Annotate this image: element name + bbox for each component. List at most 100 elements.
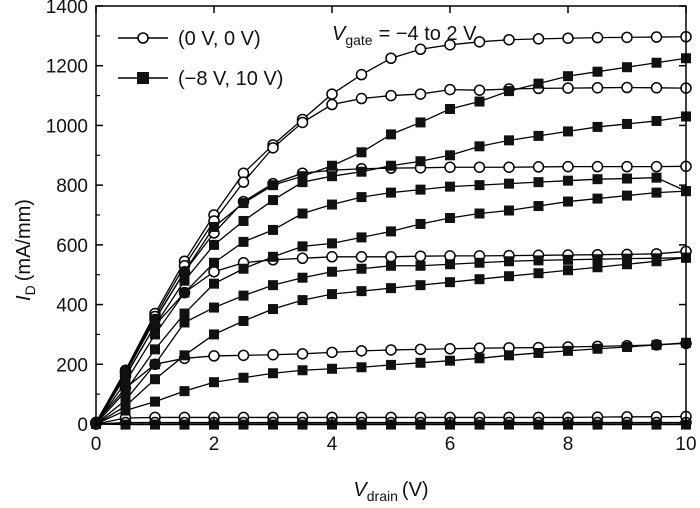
x-tick-label: 2 [209, 434, 220, 455]
data-point-circle [296, 252, 309, 265]
data-point-circle [650, 31, 663, 43]
data-point-square [445, 355, 455, 366]
data-point-circle [385, 89, 397, 102]
data-point-square [592, 343, 603, 354]
data-point-circle [444, 343, 456, 355]
data-point-circle [444, 39, 456, 51]
data-point-square [209, 257, 219, 268]
data-point-square [268, 224, 278, 235]
data-point-square [415, 357, 426, 368]
data-point-square [592, 66, 603, 77]
data-point-square [563, 265, 573, 276]
data-point-square [179, 350, 190, 361]
data-point-square [651, 115, 662, 126]
data-point-square [386, 160, 396, 171]
data-point-square [150, 359, 160, 370]
x-tick-label: 6 [445, 434, 456, 455]
data-point-square [622, 341, 632, 352]
data-point-square [445, 181, 455, 192]
data-point-square [563, 345, 573, 356]
data-point-square [592, 174, 603, 185]
data-point-square [120, 395, 131, 406]
data-point-circle [621, 160, 633, 173]
data-point-square [622, 253, 632, 264]
data-point-circle [444, 161, 456, 173]
data-point-square [386, 129, 396, 140]
data-point-circle [208, 350, 220, 362]
x-axis-label: Vdrain (V) [353, 479, 428, 504]
data-point-square [622, 118, 632, 129]
x-tick-label: 4 [327, 434, 338, 455]
data-point-square [209, 377, 219, 388]
data-point-square [297, 177, 308, 188]
data-point-square [592, 121, 603, 132]
data-point-circle [385, 344, 397, 356]
data-point-square [386, 226, 396, 237]
x-tick-label: 0 [91, 434, 102, 455]
data-point-square [327, 160, 337, 171]
data-point-square [651, 187, 662, 198]
data-point-circle [267, 142, 279, 154]
data-point-square [651, 339, 662, 350]
data-point-circle [355, 251, 368, 263]
data-point-square [504, 205, 514, 216]
series-12-square [91, 252, 691, 429]
data-point-circle [414, 43, 427, 56]
data-point-circle [650, 160, 663, 173]
data-point-square [297, 208, 308, 219]
data-point-square [356, 147, 367, 158]
data-point-square [150, 314, 160, 325]
data-point-square [356, 192, 367, 203]
data-point-square [386, 260, 396, 271]
data-point-square [238, 198, 249, 209]
data-point-square [120, 386, 131, 397]
data-point-circle [621, 81, 633, 94]
data-point-square [268, 280, 278, 291]
data-point-square [563, 196, 573, 207]
data-point-square [592, 262, 603, 273]
legend-square-icon [137, 72, 149, 84]
y-tick-label: 0 [77, 415, 88, 436]
data-point-square [120, 371, 131, 382]
data-point-square [386, 283, 396, 294]
data-point-square [297, 241, 308, 252]
data-point-square [533, 201, 544, 212]
y-tick-label: 1000 [46, 116, 88, 137]
data-point-square [504, 135, 514, 146]
data-point-square [533, 177, 544, 188]
data-point-circle [444, 83, 456, 96]
data-point-square [445, 259, 455, 270]
data-point-square [238, 315, 249, 326]
y-axis-label: ID(mA/mm) [13, 199, 38, 301]
data-point-square [651, 256, 662, 267]
data-point-square [209, 278, 219, 289]
data-point-square [327, 171, 337, 182]
data-point-square [474, 274, 485, 285]
data-point-square [504, 178, 514, 189]
data-point-square [179, 317, 190, 328]
data-point-circle [414, 88, 427, 100]
data-point-square [268, 304, 278, 315]
data-point-square [563, 175, 573, 186]
data-point-square [474, 208, 485, 219]
data-point-circle [296, 348, 309, 360]
data-point-circle [473, 84, 486, 96]
data-point-square [415, 218, 426, 229]
data-point-square [445, 277, 455, 288]
data-point-circle [591, 160, 604, 173]
series-7-square [91, 53, 691, 429]
data-point-circle [326, 98, 338, 111]
y-tick-label: 600 [56, 236, 88, 257]
axis-ticks: 0 2 4 6 8 10 0 200 400 600 800 1000 1200 1400 [46, 0, 697, 455]
data-point-square [268, 251, 278, 262]
data-point-circle [473, 36, 486, 48]
data-point-circle [326, 251, 338, 263]
legend-circle-icon [137, 32, 149, 44]
gate-voltage-annotation: Vgate = −4 to 2 V [332, 23, 477, 48]
data-point-circle [355, 345, 368, 357]
data-point-square [120, 405, 131, 416]
data-point-square [268, 368, 278, 379]
data-point-square [327, 289, 337, 300]
data-point-square [415, 117, 426, 128]
